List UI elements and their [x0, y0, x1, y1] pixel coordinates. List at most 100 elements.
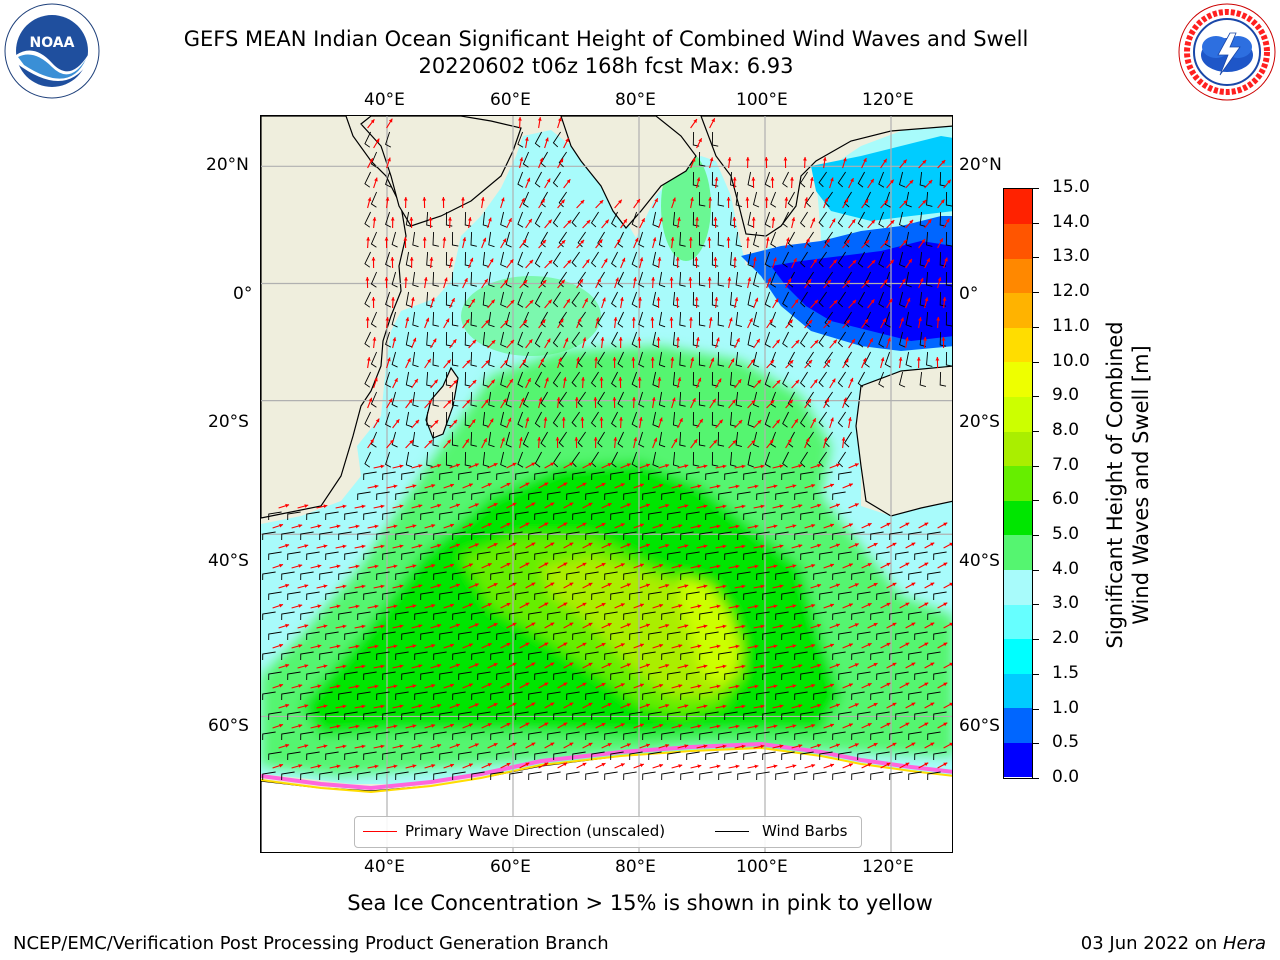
wave-direction-arrowhead: [594, 357, 599, 361]
wave-direction-arrowhead: [506, 762, 511, 767]
wave-direction-arrowhead: [601, 483, 606, 487]
wave-direction-arrowhead: [317, 524, 322, 529]
wind-barb: [439, 471, 453, 481]
wave-direction-arrowhead: [678, 564, 683, 568]
wind-barb: [800, 711, 814, 721]
wind-barb: [490, 771, 504, 781]
wave-direction-arrowhead: [864, 319, 868, 324]
wave-direction-arrowhead: [461, 197, 465, 201]
wave-direction-arrowhead: [323, 544, 328, 549]
wind-barb: [794, 731, 808, 741]
wind-barb: [357, 771, 371, 781]
wave-direction-arrowhead: [713, 217, 718, 221]
map-gridlines: [261, 116, 952, 852]
wave-direction-arrowhead: [634, 237, 639, 242]
wind-barb: [648, 511, 662, 521]
wave-direction-arrowhead: [418, 704, 423, 708]
colorbar-tick-mark: [1033, 465, 1039, 467]
wind-barb: [699, 691, 713, 701]
wave-direction-arrowhead: [659, 723, 664, 728]
wind-barb: [699, 651, 713, 661]
wind-barb: [857, 171, 865, 188]
wave-direction-arrowhead: [760, 704, 765, 709]
wave-direction-arrowhead: [813, 379, 818, 384]
wave-direction-arrowhead: [714, 297, 719, 301]
wave-direction-arrowhead: [794, 418, 798, 423]
wind-barb: [500, 411, 507, 428]
wave-direction-arrowhead: [525, 417, 530, 422]
wave-direction-arrowhead: [561, 417, 566, 421]
wave-direction-arrowhead: [675, 257, 680, 261]
colorbar-segment: [1004, 465, 1032, 501]
wave-direction-arrowhead: [598, 239, 603, 244]
wave-direction-arrowhead: [447, 439, 451, 444]
wind-barb: [762, 471, 776, 481]
colorbar-label: Significant Height of Combined Wind Wave…: [1102, 321, 1154, 648]
colorbar-tick-label: 0.0: [1052, 767, 1080, 787]
wave-direction-arrowhead: [843, 397, 847, 402]
wind-barb: [638, 271, 645, 288]
wave-direction-arrowhead: [656, 297, 661, 301]
wave-direction-arrowhead: [633, 277, 637, 281]
wave-direction-arrowhead: [930, 542, 935, 547]
wave-direction-arrowhead: [728, 317, 733, 322]
wave-direction-arrowhead: [555, 437, 560, 441]
wave-direction-arrowhead: [949, 702, 952, 707]
wave-direction-arrowhead: [924, 762, 929, 767]
wave-direction-arrowhead: [374, 684, 379, 689]
wave-direction-arrowhead: [493, 623, 498, 627]
wind-barb: [705, 631, 719, 641]
wave-direction-arrowhead: [544, 482, 549, 487]
wave-direction-arrowhead: [941, 337, 946, 341]
wind-barb: [385, 291, 392, 308]
wind-barb: [638, 311, 645, 328]
wind-barb: [262, 611, 276, 621]
wave-direction-arrowhead: [798, 744, 803, 748]
wind-barb: [566, 611, 580, 621]
wind-barb: [857, 711, 871, 721]
wave-direction-arrowhead: [601, 563, 606, 567]
wind-barb: [735, 311, 742, 328]
wind-barb: [711, 371, 719, 387]
wind-barb: [926, 351, 933, 367]
wind-barb: [781, 511, 795, 521]
wind-barb: [585, 691, 599, 701]
wind-barb: [782, 451, 790, 468]
wind-barb: [813, 491, 827, 501]
wave-direction-arrowhead: [412, 644, 417, 649]
wind-barb: [509, 731, 523, 741]
wave-direction-arrowhead: [771, 217, 776, 221]
wind-barb: [509, 691, 523, 701]
wave-direction-arrowhead: [924, 682, 929, 687]
wave-direction-arrowhead: [342, 504, 347, 509]
wind-barb: [878, 331, 885, 348]
wind-barb: [597, 231, 605, 248]
wind-barb: [547, 731, 561, 741]
wind-barb: [482, 211, 490, 227]
wind-barb: [737, 731, 751, 741]
wave-direction-arrowhead: [510, 300, 515, 304]
wind-barb: [764, 171, 771, 188]
wave-direction-arrowhead: [693, 119, 697, 123]
wave-direction-arrowhead: [741, 664, 746, 669]
wind-barb: [344, 631, 358, 641]
wind-barb: [945, 351, 952, 367]
wind-barb: [553, 631, 567, 641]
wind-barb: [552, 131, 561, 148]
wind-barb: [717, 431, 725, 447]
wave-direction-arrowhead: [831, 218, 836, 223]
wave-direction-arrowhead: [830, 177, 834, 182]
wind-barb: [488, 351, 495, 368]
wave-direction-arrowhead: [941, 160, 946, 164]
wave-direction-arrowhead: [506, 602, 511, 607]
wave-direction-arrowhead: [527, 378, 531, 383]
colorbar-segment: [1004, 673, 1032, 709]
wave-direction-arrowhead: [924, 522, 929, 527]
wind-barb: [528, 731, 542, 741]
wind-barb: [414, 691, 428, 701]
wave-direction-arrowhead: [823, 437, 828, 442]
wind-barb: [844, 351, 852, 368]
wind-barb: [382, 631, 396, 641]
wind-barb: [420, 671, 434, 681]
wave-direction-arrowhead: [779, 704, 784, 709]
